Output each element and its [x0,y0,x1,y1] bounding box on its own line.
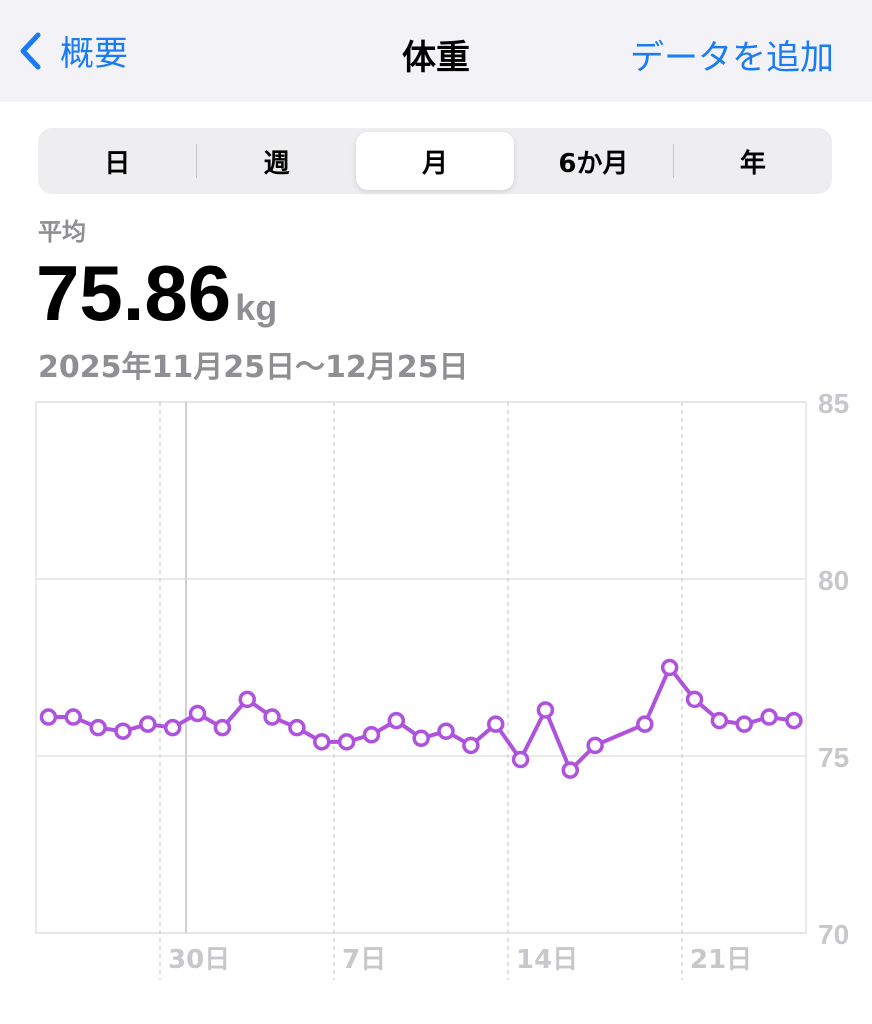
data-point [188,704,207,723]
average-number: 75.86 [36,249,232,337]
data-point [486,715,505,733]
x-tick-label: 7日 [342,945,386,975]
x-tick-label: 14日 [516,945,578,975]
data-point [89,718,107,737]
weight-chart[interactable]: 70 75 80 85 30日 7日 14日 21日 [0,390,872,990]
data-point [139,715,157,733]
tab-year[interactable]: 年 [739,148,766,179]
data-point [785,711,803,730]
data-point [511,750,530,769]
y-tick-label: 85 [818,390,849,419]
chevron-left-icon [20,32,41,69]
data-point [760,708,778,726]
data-point [163,718,182,737]
data-point [586,736,604,755]
data-point [362,726,381,744]
data-point [263,708,281,726]
average-label: 平均 [38,218,86,246]
data-point [288,718,306,737]
navigation-bar: 概要 体重 データを追加 [0,0,872,102]
data-point [39,708,58,726]
data-point [660,658,679,677]
data-point [313,733,331,751]
y-tick-label: 80 [818,565,849,596]
y-tick-label: 70 [818,919,849,950]
data-point [412,729,430,748]
divider [196,144,198,178]
data-point [710,711,729,730]
x-tick-label: 21日 [690,945,752,975]
divider [672,144,674,178]
data-point [685,690,704,709]
period-segmented-control: 日 週 月 6か月 年 [38,128,832,194]
back-label: 概要 [60,34,128,74]
plot-frame [35,401,807,934]
tab-month[interactable]: 月 [355,132,515,190]
date-range: 2025年11月25日〜12月25日 [38,350,469,385]
y-tick-label: 75 [818,742,849,773]
data-point [561,761,580,779]
data-point [437,722,455,740]
data-point [735,715,753,733]
average-value: 75.86 kg [36,248,277,339]
tab-day[interactable]: 日 [104,148,131,179]
add-data-button[interactable]: データを追加 [630,38,834,78]
data-point [462,736,480,755]
back-button[interactable]: 概要 [18,26,128,75]
x-tick-label: 30日 [168,945,230,975]
data-point [636,715,654,733]
average-unit: kg [235,287,278,328]
data-point [238,690,256,709]
data-point [114,722,132,740]
data-point [213,718,232,737]
page-title: 体重 [402,38,470,78]
data-point [337,733,356,751]
data-point [64,708,83,726]
data-point [387,711,406,730]
data-point [536,701,555,719]
tab-week[interactable]: 週 [263,148,290,179]
tab-6-months[interactable]: 6か月 [558,148,629,179]
